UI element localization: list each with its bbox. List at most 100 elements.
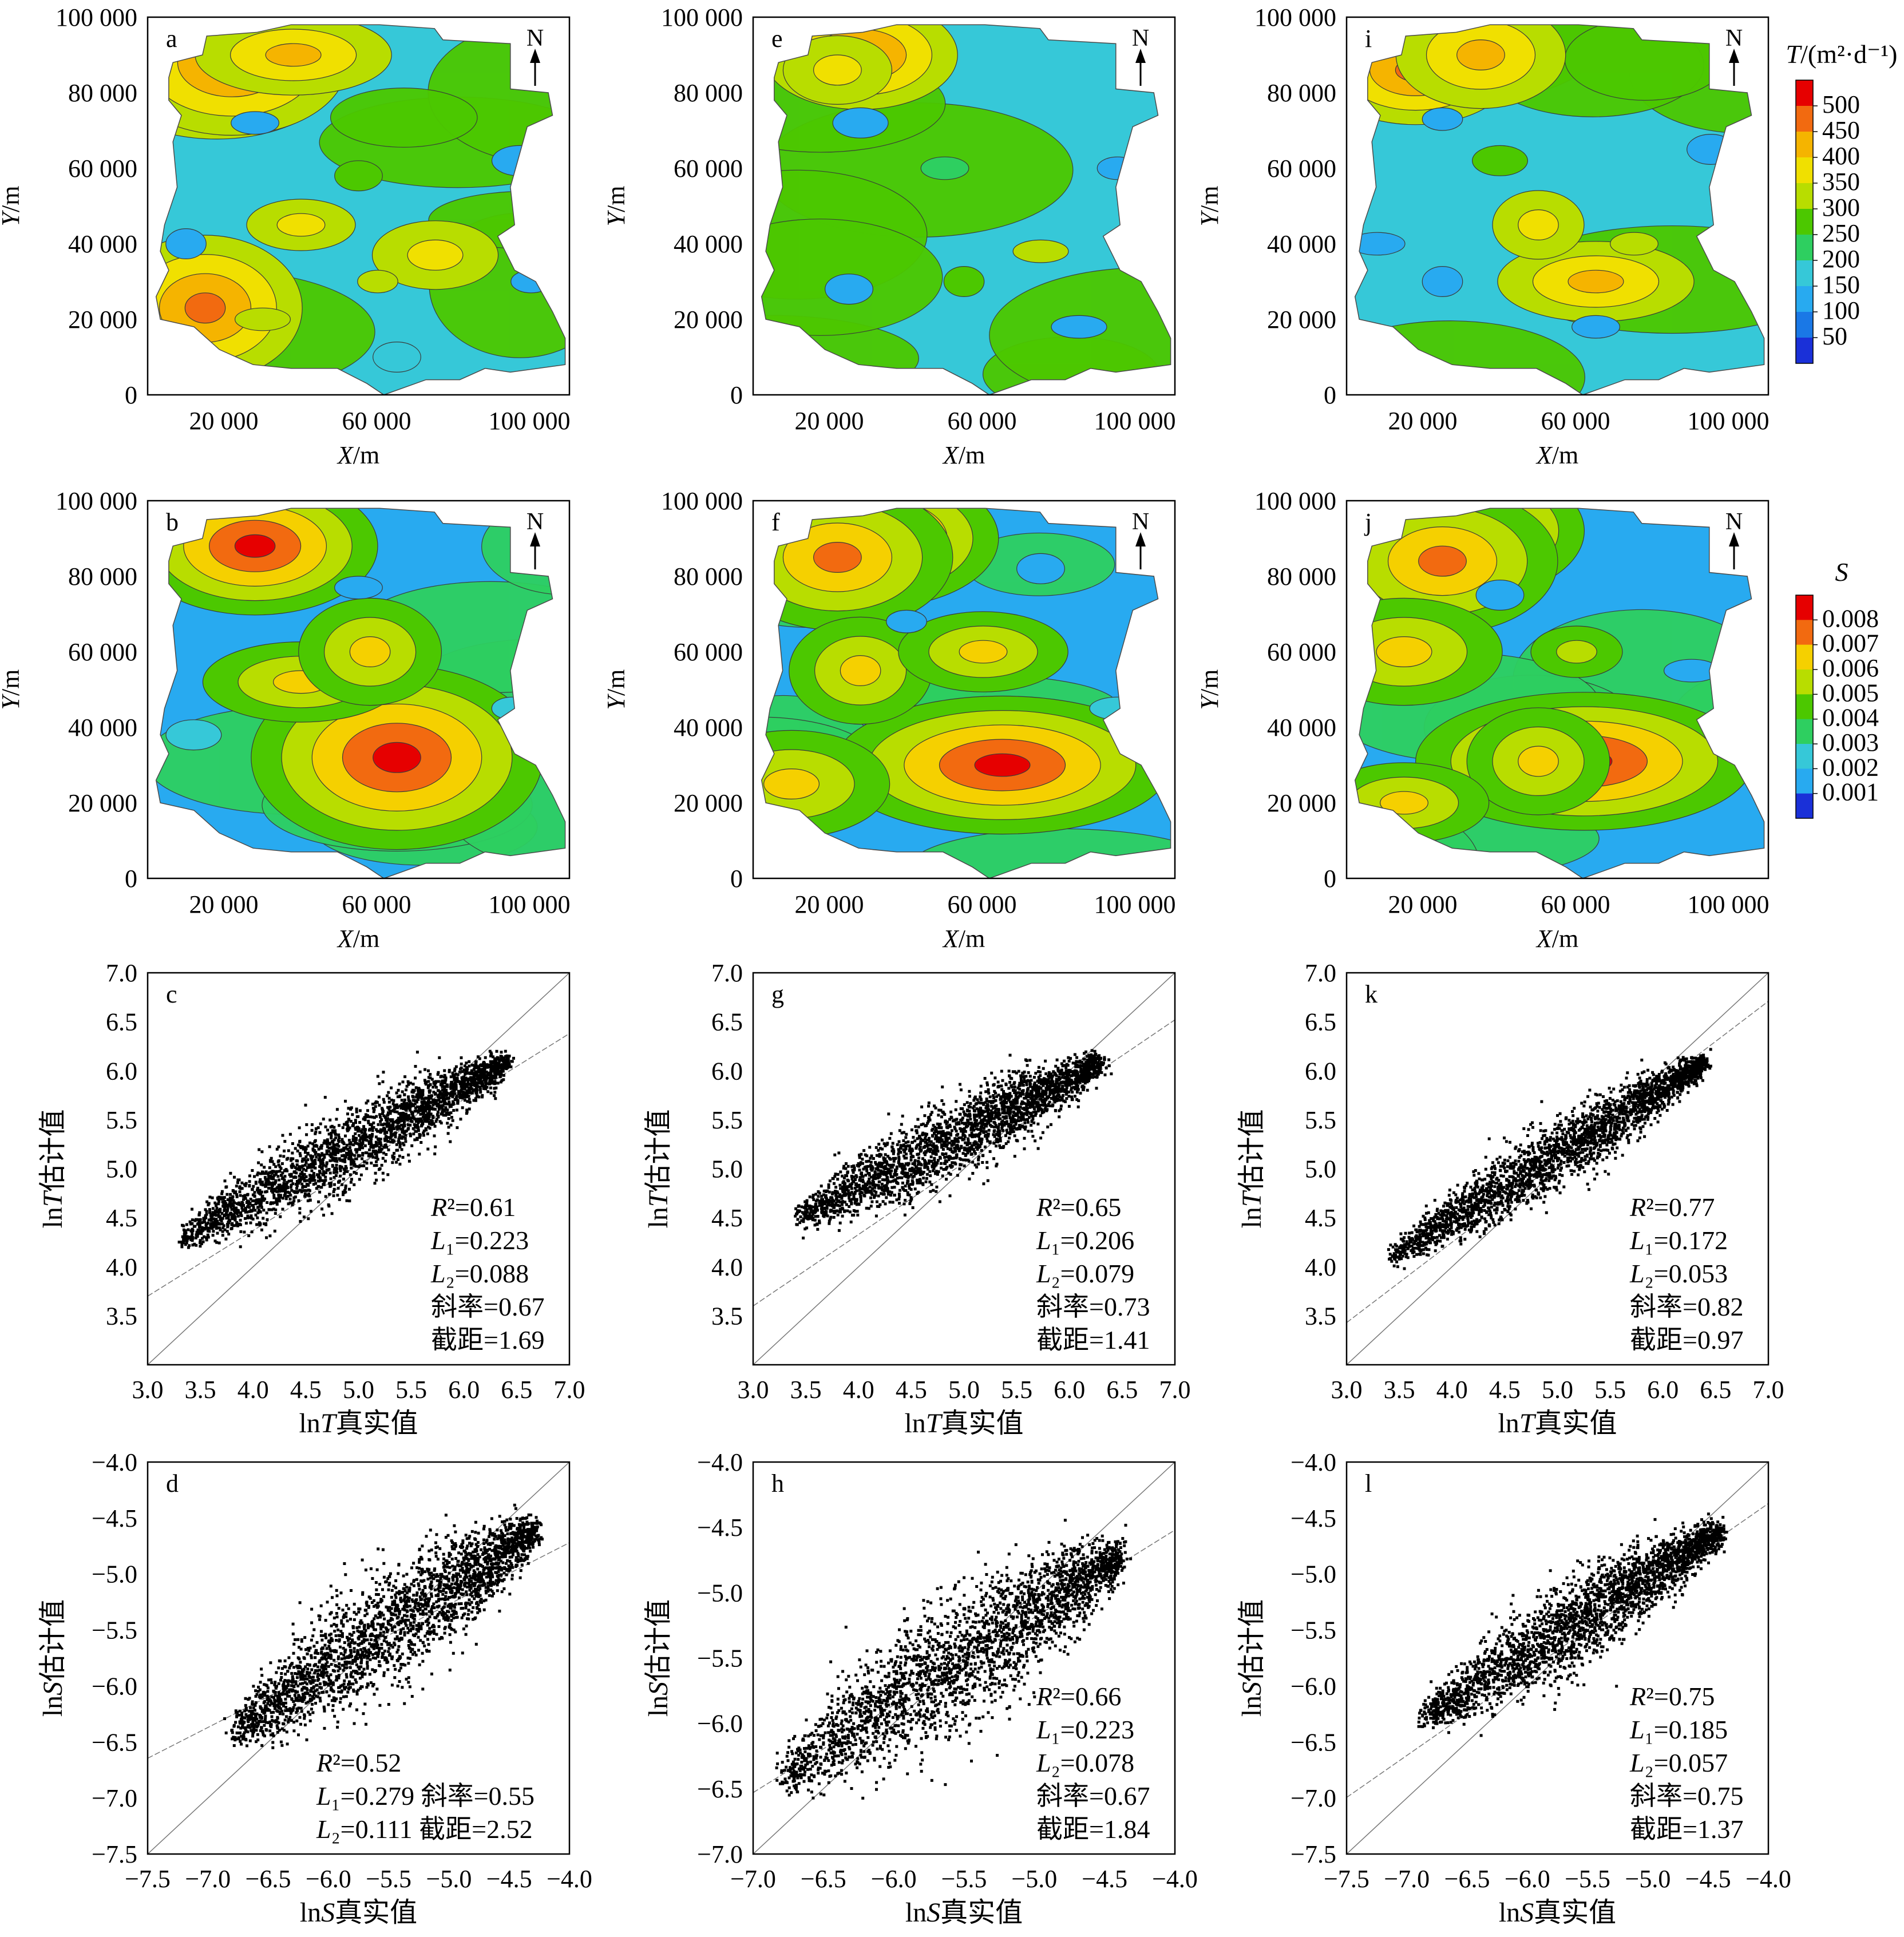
map-band xyxy=(1564,25,1727,101)
map-panel-j: j N 100 000 80 000 60 000 40 000 20 000 0 20 000… xyxy=(1196,487,1770,953)
colorbar-tick-label: 350 xyxy=(1822,168,1860,196)
map-zone xyxy=(1472,145,1529,176)
x-tick-label: 6.5 xyxy=(1700,1376,1731,1404)
north-label: N xyxy=(1132,25,1149,52)
colorbar-tick-label: 0.008 xyxy=(1822,604,1879,632)
x-axis-title: X/m xyxy=(337,925,379,953)
y-axis-title: lnS估计值 xyxy=(643,1599,674,1717)
y-tick-label: 6.5 xyxy=(106,1008,137,1036)
map-zone xyxy=(1418,545,1467,577)
map-domain-outline xyxy=(1354,24,1765,395)
scatter-plot-area xyxy=(753,973,1175,1365)
map-field xyxy=(761,25,1171,395)
y-tick-label: 20 000 xyxy=(1267,306,1336,334)
x-tick-label: 20 000 xyxy=(795,407,864,435)
x-tick-label: 5.0 xyxy=(343,1376,374,1404)
colorbar-tick-label: 0.001 xyxy=(1822,778,1879,806)
map-zone xyxy=(1051,315,1107,339)
colorbar-swatch xyxy=(1796,312,1813,338)
map-zone xyxy=(165,719,222,751)
x-tick-label: 5.0 xyxy=(1542,1376,1573,1404)
north-label: N xyxy=(1725,509,1743,535)
map-zone xyxy=(1089,696,1146,720)
map-band xyxy=(481,508,565,596)
stat-line: R²=0.77 xyxy=(1629,1193,1715,1222)
x-tick-label: 5.5 xyxy=(395,1376,427,1404)
map-zone xyxy=(235,307,291,331)
y-tick-label: 0 xyxy=(125,865,137,893)
map-domain-outline xyxy=(761,24,1171,395)
y-tick-label: 4.5 xyxy=(1305,1204,1336,1232)
colorbar-swatch xyxy=(1796,157,1813,184)
scatter-frame xyxy=(1345,1461,1770,1855)
scatter-plot-area xyxy=(148,1462,569,1854)
map-zone xyxy=(886,609,927,633)
y-tick-label: 20 000 xyxy=(1267,789,1336,817)
x-axis-title: lnT真实值 xyxy=(299,1408,418,1439)
identity-line xyxy=(753,1462,1175,1854)
x-tick-label: 6.5 xyxy=(1106,1376,1138,1404)
map-zone xyxy=(276,213,326,237)
map-zone xyxy=(943,266,985,298)
stat-line: L₁=0.279 斜率=0.55 xyxy=(316,1781,535,1811)
x-tick-label: −4.0 xyxy=(1152,1865,1198,1893)
scatter-plot-area xyxy=(753,1462,1175,1854)
colorbar-swatch xyxy=(1796,209,1813,235)
y-tick-label: −6.5 xyxy=(92,1728,137,1756)
x-axis-title: lnT真实值 xyxy=(904,1408,1023,1439)
x-tick-label: −6.5 xyxy=(246,1865,291,1893)
colorbar-swatch xyxy=(1796,620,1813,645)
scatter-plot-area xyxy=(1347,973,1768,1365)
x-tick-label: −4.0 xyxy=(1745,1865,1791,1893)
y-tick-label: 4.0 xyxy=(711,1253,743,1281)
x-tick-label: −6.0 xyxy=(1505,1865,1550,1893)
y-tick-label: 5.0 xyxy=(711,1155,743,1183)
y-axis-title: lnS估计值 xyxy=(38,1599,68,1717)
x-tick-label: 20 000 xyxy=(795,890,864,918)
x-axis-title: X/m xyxy=(1535,925,1578,953)
north-arrow-head-icon xyxy=(1729,532,1739,546)
map-zone xyxy=(1422,107,1463,131)
colorbar-swatch xyxy=(1796,744,1813,769)
colorbar-swatch xyxy=(1796,793,1813,819)
y-tick-label: 6.0 xyxy=(106,1057,137,1085)
panel-label: d xyxy=(166,1469,179,1498)
colorbar-tick-label: 0.002 xyxy=(1822,753,1879,781)
map-zone xyxy=(1475,579,1525,611)
scatter-plot-area xyxy=(148,973,569,1365)
y-tick-label: 40 000 xyxy=(1267,230,1336,258)
y-tick-label: −4.0 xyxy=(697,1448,743,1476)
x-tick-label: −6.0 xyxy=(871,1865,917,1893)
data-points xyxy=(1387,1048,1712,1270)
map-zone xyxy=(1572,315,1620,339)
x-tick-label: 100 000 xyxy=(1688,407,1770,435)
stat-line: R²=0.61 xyxy=(430,1193,516,1222)
y-tick-label: −6.5 xyxy=(1291,1728,1336,1756)
x-tick-label: 100 000 xyxy=(489,407,571,435)
stat-line: L₁=0.206 xyxy=(1036,1226,1134,1255)
x-tick-label: −6.5 xyxy=(801,1865,846,1893)
panel-label: l xyxy=(1365,1469,1372,1498)
colorbar-swatch xyxy=(1796,183,1813,209)
stat-line: R²=0.75 xyxy=(1629,1682,1715,1711)
map-zone xyxy=(1380,791,1428,815)
x-tick-label: 6.0 xyxy=(1647,1376,1679,1404)
x-tick-label: 60 000 xyxy=(948,407,1017,435)
colorbar-swatch xyxy=(1796,644,1813,670)
x-tick-label: −4.5 xyxy=(1685,1865,1731,1893)
x-tick-label: 3.0 xyxy=(132,1376,164,1404)
x-tick-label: 6.0 xyxy=(1054,1376,1085,1404)
y-axis-title: lnT估计值 xyxy=(38,1109,68,1228)
stat-line: L₁=0.223 xyxy=(430,1226,529,1255)
map-zone xyxy=(373,341,421,373)
y-tick-label: 40 000 xyxy=(1267,714,1336,742)
north-arrow-head-icon xyxy=(1135,49,1146,63)
x-tick-label: −5.0 xyxy=(426,1865,472,1893)
stat-line: L₁=0.185 xyxy=(1629,1715,1728,1744)
y-tick-label: −6.0 xyxy=(1291,1672,1336,1700)
x-axis-title: X/m xyxy=(337,441,379,469)
stat-line: 截距=1.69 xyxy=(431,1325,544,1354)
map-zone xyxy=(165,228,207,260)
y-axis-title: Y/m xyxy=(1196,670,1224,710)
